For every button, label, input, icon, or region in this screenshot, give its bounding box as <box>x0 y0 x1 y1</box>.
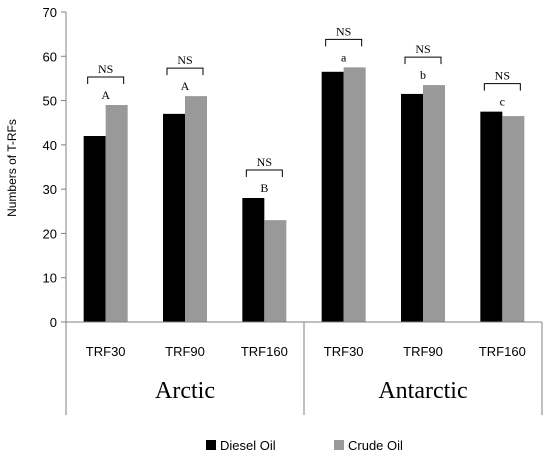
plot-area: A NS A NS B NS a NS b NS c NS <box>84 24 525 322</box>
bar <box>480 112 502 322</box>
legend: Diesel Oil Crude Oil <box>206 438 403 453</box>
significance-letter: a <box>341 50 347 64</box>
bar <box>264 220 286 322</box>
x-axis: TRF30 TRF90 TRF160 TRF30 TRF90 TRF160 Arctic An… <box>66 322 542 415</box>
legend-label: Diesel Oil <box>220 438 276 453</box>
y-tick-label: 30 <box>43 182 57 197</box>
y-tick-label: 60 <box>43 49 57 64</box>
legend-swatch <box>206 440 216 450</box>
significance-letter: A <box>101 88 110 102</box>
significance-letter: c <box>500 95 505 109</box>
bar <box>423 85 445 322</box>
group-label: Arctic <box>155 378 215 404</box>
x-tick-label: TRF160 <box>241 344 288 359</box>
bar <box>106 105 128 322</box>
ns-bracket <box>326 39 362 46</box>
ns-label: NS <box>415 42 430 56</box>
ns-label: NS <box>336 24 351 38</box>
bar <box>185 96 207 322</box>
bar <box>242 198 264 322</box>
y-tick-label: 40 <box>43 138 57 153</box>
bar <box>322 72 344 322</box>
ns-bracket <box>88 77 124 84</box>
y-tick-label: 10 <box>43 271 57 286</box>
x-tick-label: TRF90 <box>165 344 205 359</box>
ns-bracket <box>167 68 203 75</box>
ns-bracket <box>484 84 520 91</box>
ns-bracket <box>246 170 282 177</box>
bar <box>344 67 366 322</box>
ns-bracket <box>405 57 441 64</box>
significance-letter: A <box>181 79 190 93</box>
bar <box>84 136 106 322</box>
significance-letter: B <box>260 181 268 195</box>
bar <box>163 114 185 322</box>
y-tick-label: 70 <box>43 5 57 20</box>
y-tick-label: 0 <box>50 315 57 330</box>
x-tick-label: TRF160 <box>479 344 526 359</box>
y-tick-label: 20 <box>43 226 57 241</box>
legend-swatch <box>334 440 344 450</box>
x-tick-label: TRF30 <box>324 344 364 359</box>
bar <box>502 116 524 322</box>
ns-label: NS <box>257 155 272 169</box>
significance-letter: b <box>420 68 426 82</box>
ns-label: NS <box>177 53 192 67</box>
group-label: Antarctic <box>378 378 467 404</box>
bar <box>401 94 423 322</box>
legend-label: Crude Oil <box>348 438 403 453</box>
ns-label: NS <box>98 62 113 76</box>
y-tick-label: 50 <box>43 94 57 109</box>
x-tick-label: TRF30 <box>86 344 126 359</box>
y-axis: 0 10 20 30 40 50 60 70 <box>43 5 66 330</box>
y-axis-label: Numbers of T-RFs <box>5 119 19 217</box>
ns-label: NS <box>495 69 510 83</box>
x-tick-label: TRF90 <box>403 344 443 359</box>
